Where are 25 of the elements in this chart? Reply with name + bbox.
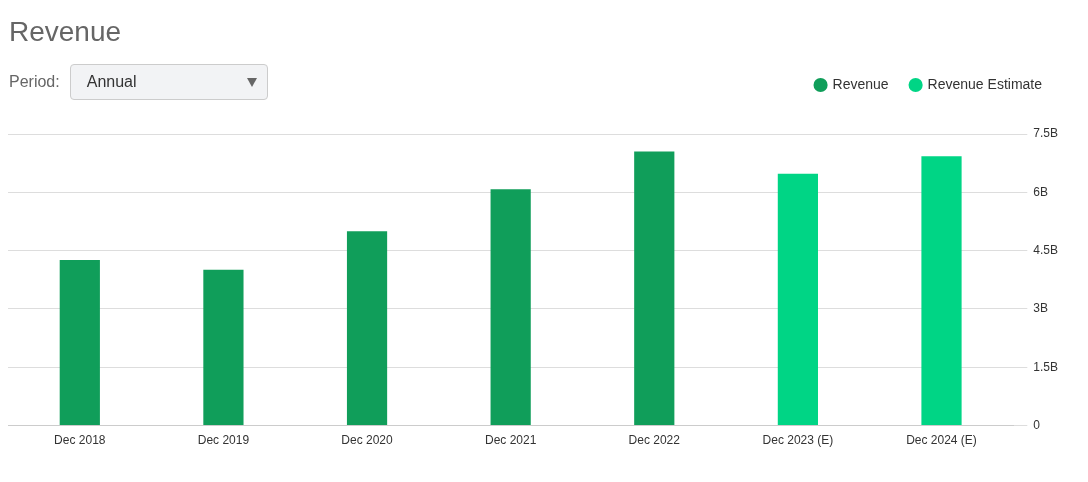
y-tick-label: 7.5B xyxy=(1033,126,1058,141)
bar xyxy=(59,259,100,426)
x-tick-label: Dec 2024 (E) xyxy=(906,433,977,448)
bar xyxy=(634,151,675,426)
y-tick-label: 0 xyxy=(1033,417,1041,432)
y-tick-label: 1.5B xyxy=(1033,359,1058,374)
bar xyxy=(346,231,388,426)
legend-label: Revenue xyxy=(832,75,889,92)
chart-title: Revenue xyxy=(9,16,123,49)
bar xyxy=(777,173,818,426)
dropdown-field: Annual xyxy=(69,64,268,100)
bar xyxy=(921,156,962,426)
x-tick-label: Dec 2018 xyxy=(54,433,106,448)
x-tick-label: Dec 2021 xyxy=(484,433,537,448)
legend-label: Revenue Estimate xyxy=(927,75,1043,92)
y-tick-label: 4.5B xyxy=(1033,242,1058,257)
bar xyxy=(490,189,531,426)
x-tick-label: Dec 2019 xyxy=(197,433,250,448)
x-tick-label: Dec 2023 (E) xyxy=(762,433,834,448)
y-tick-label: 6B xyxy=(1033,184,1048,199)
text: Period: xyxy=(9,73,60,91)
x-tick-label: Dec 2020 xyxy=(341,433,394,448)
bar xyxy=(203,269,244,426)
y-tick-label: 3B xyxy=(1033,301,1048,316)
x-tick-label: Dec 2022 xyxy=(628,433,681,448)
